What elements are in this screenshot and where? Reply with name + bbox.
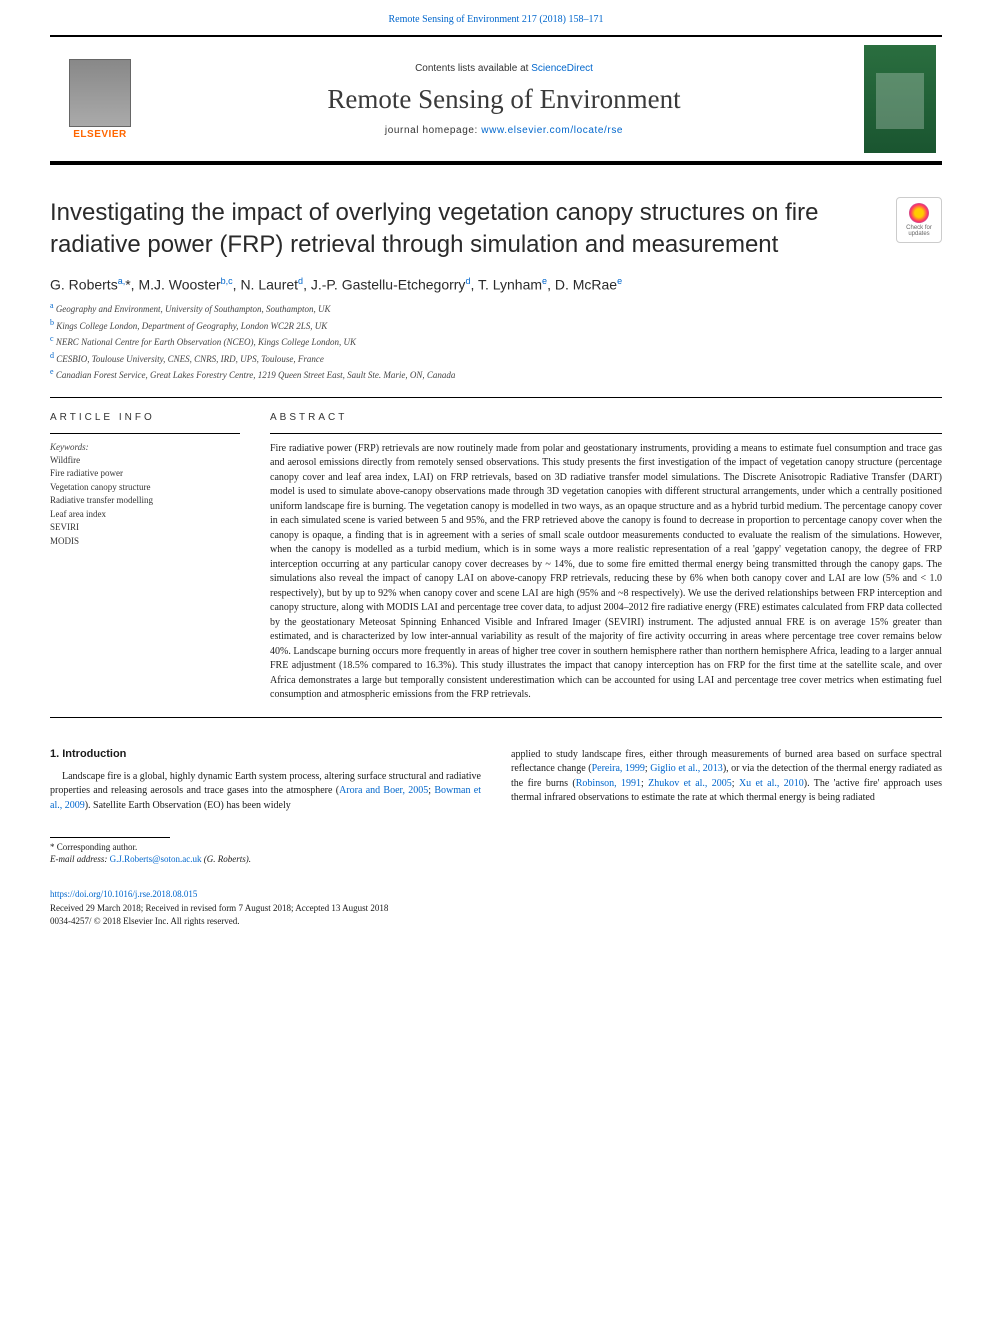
abstract-text: Fire radiative power (FRP) retrievals ar… [270, 442, 942, 703]
email-label: E-mail address: [50, 854, 110, 864]
journal-cover-thumbnail [864, 45, 936, 153]
article-header: Investigating the impact of overlying ve… [50, 197, 942, 383]
divider [50, 397, 942, 398]
doi-link[interactable]: https://doi.org/10.1016/j.rse.2018.08.01… [50, 889, 197, 899]
homepage-line: journal homepage: www.elsevier.com/locat… [385, 125, 623, 136]
body-right-column: applied to study landscape fires, either… [511, 748, 942, 814]
corresponding-author: * Corresponding author. [50, 842, 942, 852]
email-line: E-mail address: G.J.Roberts@soton.ac.uk … [50, 854, 942, 864]
body-left-column: 1. Introduction Landscape fire is a glob… [50, 748, 481, 814]
journal-citation[interactable]: Remote Sensing of Environment 217 (2018)… [0, 0, 992, 35]
keywords-list: WildfireFire radiative powerVegetation c… [50, 454, 240, 549]
header-center: Contents lists available at ScienceDirec… [150, 37, 858, 161]
body-paragraph: Landscape fire is a global, highly dynam… [50, 770, 481, 814]
affiliations: a Geography and Environment, University … [50, 300, 942, 383]
email-suffix: (G. Roberts). [201, 854, 251, 864]
divider [50, 717, 942, 718]
journal-title: Remote Sensing of Environment [327, 84, 680, 115]
sciencedirect-link[interactable]: ScienceDirect [531, 63, 593, 74]
contents-prefix: Contents lists available at [415, 63, 531, 74]
elsevier-tree-icon [69, 59, 131, 127]
article-title: Investigating the impact of overlying ve… [50, 197, 876, 262]
homepage-link[interactable]: www.elsevier.com/locate/rse [481, 125, 623, 136]
footer-block: https://doi.org/10.1016/j.rse.2018.08.01… [50, 888, 942, 929]
contents-line: Contents lists available at ScienceDirec… [415, 63, 593, 74]
crossmark-icon [909, 203, 929, 223]
received-line: Received 29 March 2018; Received in revi… [50, 902, 942, 916]
keywords-label: Keywords: [50, 442, 240, 452]
article-info-column: ARTICLE INFO Keywords: WildfireFire radi… [50, 412, 240, 703]
footnote-rule [50, 837, 170, 838]
authors-line: G. Robertsa,*, M.J. Woosterb,c, N. Laure… [50, 276, 942, 293]
info-abstract-row: ARTICLE INFO Keywords: WildfireFire radi… [50, 412, 942, 703]
section-heading: 1. Introduction [50, 748, 481, 760]
body-columns: 1. Introduction Landscape fire is a glob… [50, 748, 942, 814]
body-paragraph: applied to study landscape fires, either… [511, 748, 942, 806]
abstract-heading: ABSTRACT [270, 412, 942, 423]
copyright-line: 0034-4257/ © 2018 Elsevier Inc. All righ… [50, 915, 942, 929]
homepage-prefix: journal homepage: [385, 125, 481, 136]
abstract-column: ABSTRACT Fire radiative power (FRP) retr… [270, 412, 942, 703]
publisher-logo: ELSEVIER [50, 37, 150, 161]
article-info-heading: ARTICLE INFO [50, 412, 240, 423]
badge-line2: updates [908, 231, 929, 237]
journal-header: ELSEVIER Contents lists available at Sci… [50, 35, 942, 165]
check-updates-badge[interactable]: Check for updates [896, 197, 942, 243]
publisher-name: ELSEVIER [73, 129, 126, 140]
email-link[interactable]: G.J.Roberts@soton.ac.uk [110, 854, 202, 864]
